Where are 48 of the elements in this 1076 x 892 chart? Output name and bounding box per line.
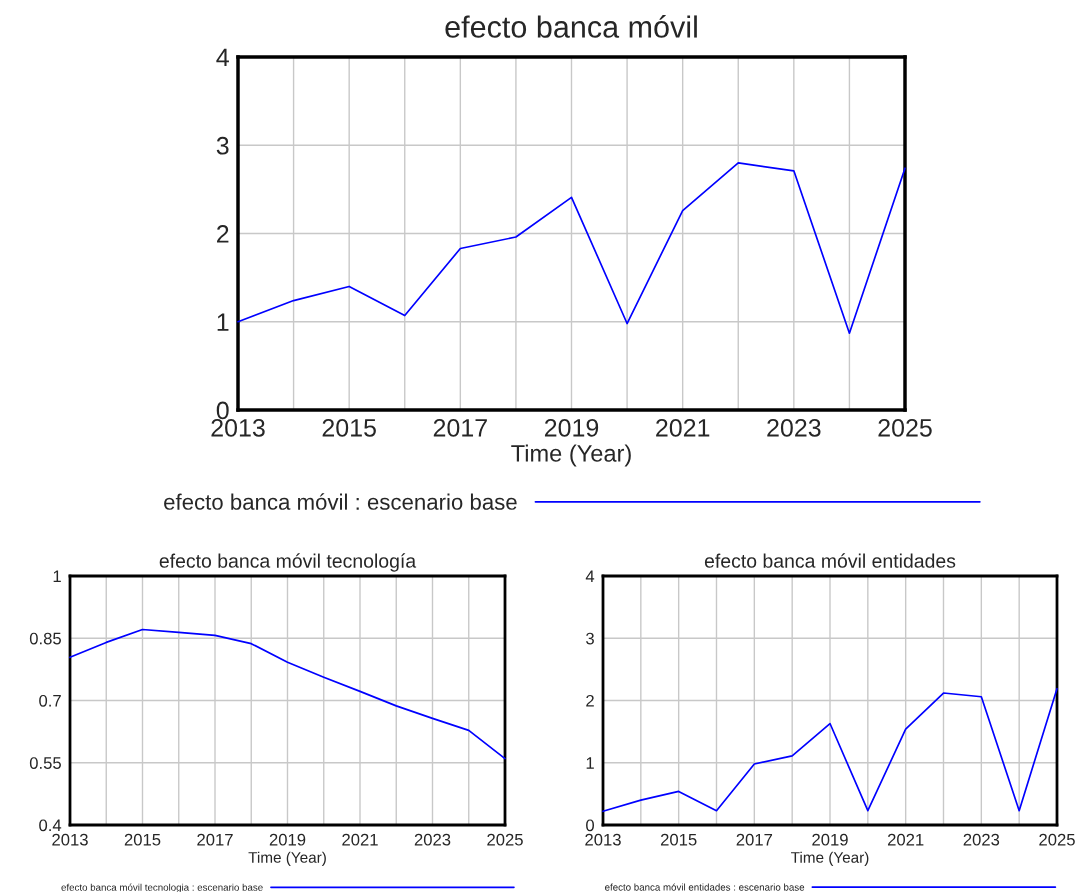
y-tick-label: 0.85: [29, 632, 61, 645]
y-tick-label: 1: [53, 570, 61, 583]
y-tick-label: 0.4: [39, 819, 62, 832]
y-tick-label: 3: [586, 632, 594, 645]
text: efecto banca móvil tecnologia : escenario base: [61, 883, 263, 892]
x-tick-label: 2021: [887, 833, 924, 846]
y-tick-label: 2: [586, 694, 594, 707]
x-tick-label: 2013: [52, 833, 88, 846]
x-tick-label: 2023: [767, 418, 821, 437]
y-tick-label: 4: [585, 570, 595, 583]
line-series: [69, 628, 506, 760]
x-tick-label: 2021: [656, 418, 710, 437]
y-tick-label: 1: [586, 757, 594, 769]
x-axis-title: Time (Year): [791, 851, 869, 866]
x-axis-title: Time (Year): [248, 851, 326, 866]
x-tick-label: 2015: [124, 833, 161, 846]
x-tick-label: 2017: [736, 833, 773, 846]
text: efecto banca móvil : escenario base: [164, 493, 517, 510]
text: efecto banca móvil entidades : escenario base: [605, 883, 805, 891]
y-tick-label: 3: [216, 136, 229, 155]
y-tick-label: 0.55: [29, 757, 61, 769]
x-tick-label: 2025: [1039, 833, 1075, 846]
x-tick-label: 2019: [544, 418, 599, 437]
y-tick-label: 1: [217, 313, 229, 331]
chart-title: efecto banca móvil tecnología: [159, 553, 417, 572]
x-tick-label: 2019: [812, 833, 848, 846]
y-tick-label: 0: [586, 819, 595, 832]
x-tick-label: 2015: [322, 418, 376, 437]
x-tick-label: 2015: [660, 833, 697, 846]
line-series: [602, 687, 1058, 813]
y-tick-label: 2: [217, 225, 229, 243]
x-tick-label: 2025: [878, 418, 932, 437]
x-tick-label: 2017: [433, 418, 487, 437]
x-tick-label: 2017: [197, 833, 233, 846]
y-tick-label: 4: [216, 48, 229, 67]
x-tick-label: 2013: [211, 418, 265, 437]
chart-title: efecto banca móvil entidades: [704, 553, 956, 568]
x-tick-label: 2013: [585, 833, 621, 846]
x-tick-label: 2023: [414, 833, 451, 846]
x-tick-label: 2021: [342, 833, 378, 846]
line-series: [237, 162, 906, 335]
chart-title: efecto banca móvil: [445, 15, 697, 38]
y-tick-label: 0.7: [39, 694, 61, 707]
x-tick-label: 2023: [963, 833, 1000, 846]
y-tick-label: 0: [216, 401, 229, 420]
x-tick-label: 2025: [487, 833, 523, 846]
x-axis-title: Time (Year): [511, 444, 631, 467]
x-tick-label: 2019: [269, 833, 306, 846]
